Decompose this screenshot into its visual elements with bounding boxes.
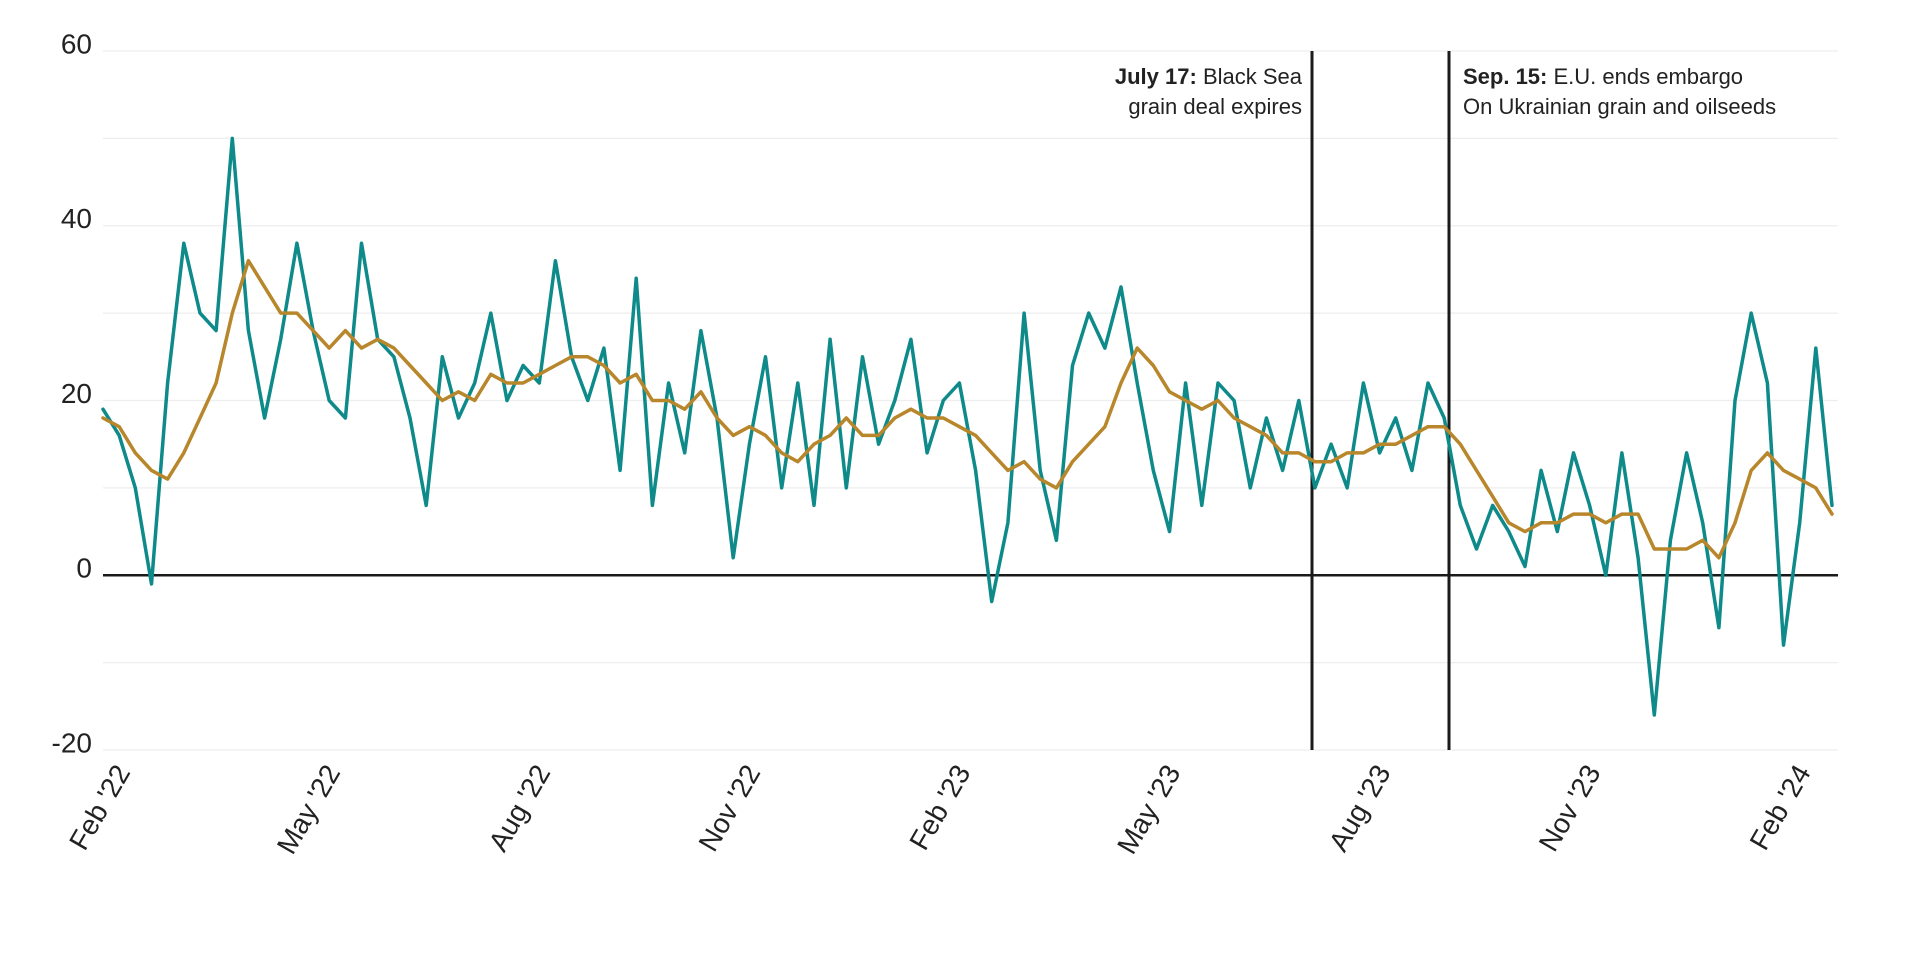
annotation-text: On Ukrainian grain and oilseeds: [1463, 94, 1776, 119]
annotation-text: Black Sea: [1203, 64, 1303, 89]
annotation-text: grain deal expires: [1128, 94, 1302, 119]
annotation-text: E.U. ends embargo: [1554, 64, 1744, 89]
y-tick-label: -20: [52, 727, 92, 758]
y-tick-label: 20: [61, 378, 92, 409]
annotation: Sep. 15: E.U. ends embargo: [1463, 64, 1743, 89]
x-tick-label: Feb '24: [1744, 760, 1817, 856]
x-tick-label: May '23: [1111, 760, 1186, 860]
annotation-label: July 17:: [1115, 64, 1197, 89]
x-tick-label: Feb '22: [63, 760, 136, 856]
x-tick-label: Aug '23: [1323, 760, 1397, 857]
x-tick-label: May '22: [271, 760, 346, 860]
y-tick-label: 60: [61, 28, 92, 59]
x-tick-label: Aug '22: [482, 760, 556, 857]
y-tick-label: 40: [61, 203, 92, 234]
annotation-label: Sep. 15:: [1463, 64, 1547, 89]
x-tick-label: Nov '23: [1533, 760, 1607, 857]
x-tick-label: Feb '23: [903, 760, 976, 856]
x-tick-label: Nov '22: [693, 760, 767, 857]
series-line: [101, 136, 1834, 717]
series-line: [101, 258, 1834, 560]
y-tick-label: 0: [76, 553, 92, 584]
annotation: July 17: Black Sea: [1115, 64, 1303, 89]
